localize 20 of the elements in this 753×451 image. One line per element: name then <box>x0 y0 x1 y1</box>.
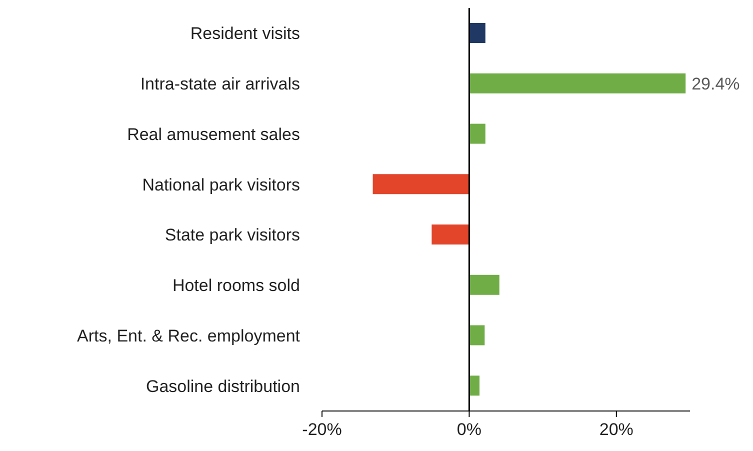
x-tick-label: 0% <box>456 420 482 440</box>
bar <box>469 73 686 94</box>
bar <box>469 124 486 144</box>
y-tick-label: State park visitors <box>164 226 300 245</box>
bar <box>432 224 470 244</box>
y-tick-label: Arts, Ent. & Rec. employment <box>77 326 300 346</box>
bar <box>469 376 480 396</box>
x-tick-label: -20% <box>302 420 342 440</box>
y-tick-label: Hotel rooms sold <box>172 276 300 296</box>
bar <box>372 174 470 194</box>
y-tick-label: Resident visits <box>190 24 300 44</box>
bar <box>469 274 500 295</box>
y-tick-label: Real amusement sales <box>127 124 300 144</box>
y-tick-label: National park visitors <box>142 175 300 194</box>
bar <box>469 325 485 346</box>
y-tick-label: Gasoline distribution <box>146 376 300 396</box>
bar <box>469 23 486 43</box>
y-tick-label: Intra-state air arrivals <box>140 74 300 94</box>
x-tick-label: 20% <box>599 420 634 440</box>
data-label: 29.4% <box>692 74 740 94</box>
